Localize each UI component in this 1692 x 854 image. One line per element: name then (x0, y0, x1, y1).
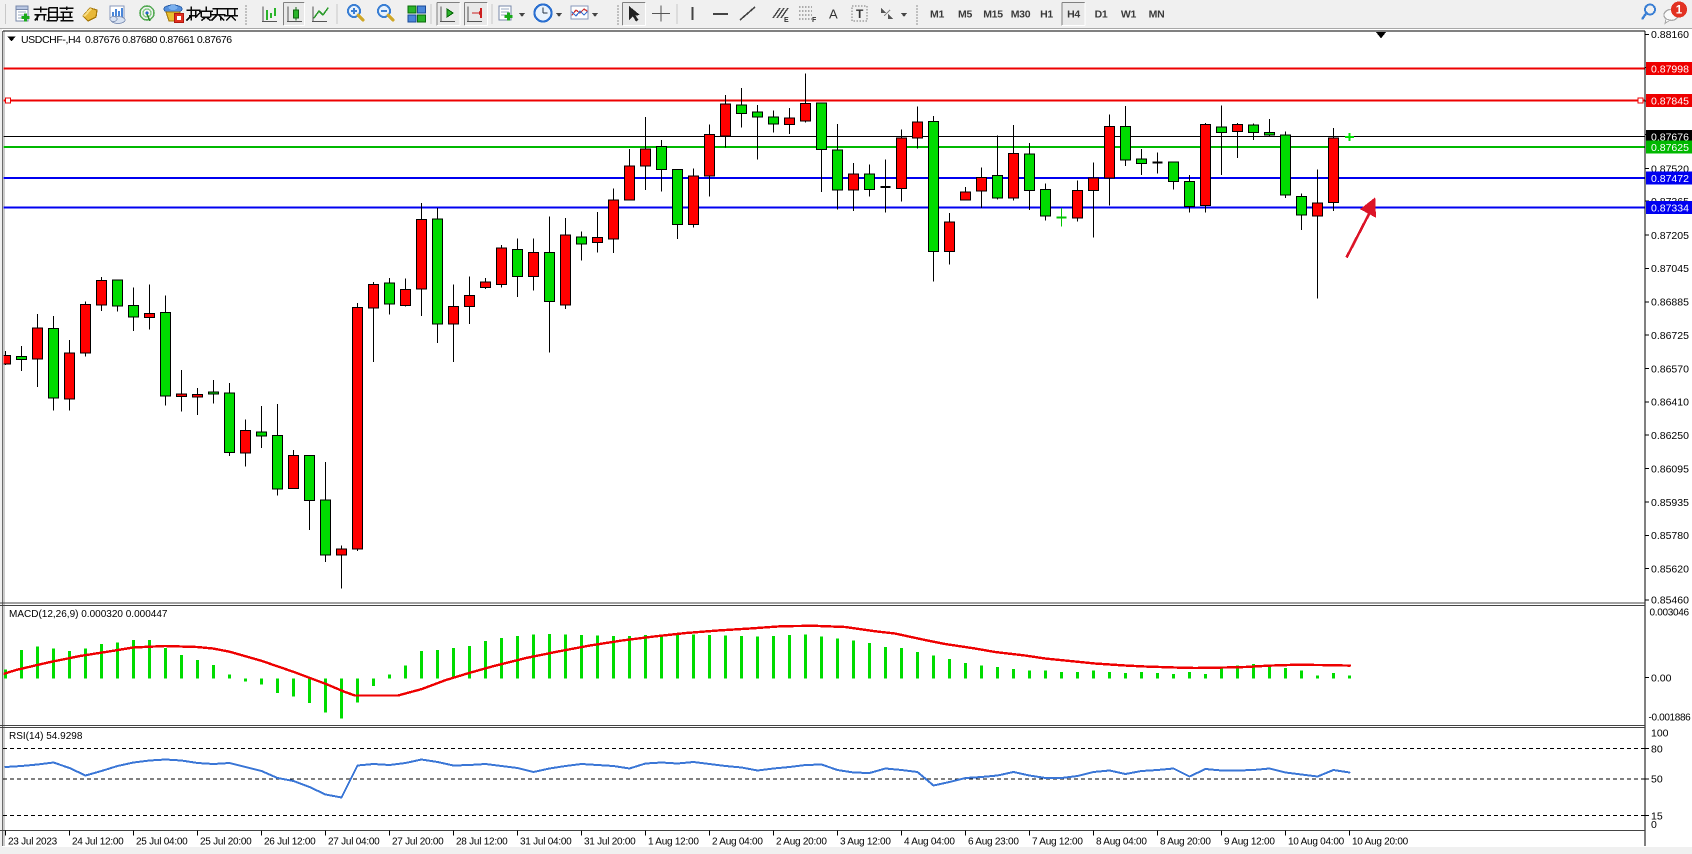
svg-text:M15: M15 (983, 9, 1003, 21)
svg-text:100: 100 (1651, 728, 1669, 740)
svg-text:T: T (856, 7, 864, 21)
svg-text:0.87625: 0.87625 (1651, 142, 1689, 154)
svg-text:31 Jul 20:00: 31 Jul 20:00 (584, 837, 636, 848)
svg-text:H1: H1 (1040, 9, 1053, 21)
svg-text:MACD(12,26,9) 0.000320 0.00044: MACD(12,26,9) 0.000320 0.000447 (9, 609, 168, 620)
svg-text:E: E (784, 17, 789, 24)
svg-text:0.87676 0.87680 0.87661 0.8767: 0.87676 0.87680 0.87661 0.87676 (85, 34, 232, 46)
svg-text:0.86410: 0.86410 (1651, 397, 1689, 409)
svg-text:2 Aug 20:00: 2 Aug 20:00 (776, 837, 827, 848)
svg-text:0.86250: 0.86250 (1651, 430, 1689, 442)
svg-text:1: 1 (1676, 5, 1683, 17)
svg-text:-0.001886: -0.001886 (1649, 713, 1692, 724)
svg-text:0.85935: 0.85935 (1651, 497, 1689, 509)
svg-text:0.86095: 0.86095 (1651, 463, 1689, 475)
svg-text:0.86725: 0.86725 (1651, 330, 1689, 342)
svg-text:8 Aug 04:00: 8 Aug 04:00 (1096, 837, 1147, 848)
svg-text:M30: M30 (1011, 9, 1031, 21)
svg-text:27 Jul 20:00: 27 Jul 20:00 (392, 837, 444, 848)
svg-text:0.87472: 0.87472 (1651, 173, 1689, 185)
svg-text:0.87845: 0.87845 (1651, 95, 1689, 107)
svg-text:F: F (812, 17, 817, 24)
svg-text:7 Aug 12:00: 7 Aug 12:00 (1032, 837, 1083, 848)
svg-text:0: 0 (1651, 819, 1657, 831)
svg-text:6 Aug 23:00: 6 Aug 23:00 (968, 837, 1019, 848)
svg-text:0.00: 0.00 (1651, 673, 1672, 685)
svg-text:RSI(14) 54.9298: RSI(14) 54.9298 (9, 731, 83, 742)
svg-text:0.87205: 0.87205 (1651, 230, 1689, 242)
svg-text:10 Aug 04:00: 10 Aug 04:00 (1288, 837, 1345, 848)
svg-text:0.86885: 0.86885 (1651, 297, 1689, 309)
svg-text:27 Jul 04:00: 27 Jul 04:00 (328, 837, 380, 848)
svg-text:W1: W1 (1121, 9, 1137, 21)
svg-text:0.003046: 0.003046 (1650, 607, 1690, 618)
svg-text:80: 80 (1651, 743, 1663, 755)
svg-text:4 Aug 04:00: 4 Aug 04:00 (904, 837, 955, 848)
svg-text:10 Aug 20:00: 10 Aug 20:00 (1352, 837, 1409, 848)
svg-text:D1: D1 (1095, 9, 1108, 21)
svg-text:M1: M1 (930, 9, 944, 21)
svg-text:23 Jul 2023: 23 Jul 2023 (8, 837, 58, 848)
svg-text:28 Jul 12:00: 28 Jul 12:00 (456, 837, 508, 848)
svg-text:9 Aug 12:00: 9 Aug 12:00 (1224, 837, 1275, 848)
svg-text:24 Jul 12:00: 24 Jul 12:00 (72, 837, 124, 848)
svg-text:0.87998: 0.87998 (1651, 63, 1689, 75)
svg-text:A: A (829, 7, 838, 22)
svg-text:USDCHF-,H4: USDCHF-,H4 (21, 34, 81, 46)
svg-text:3 Aug 12:00: 3 Aug 12:00 (840, 837, 891, 848)
svg-text:26 Jul 12:00: 26 Jul 12:00 (264, 837, 316, 848)
svg-text:0.87045: 0.87045 (1651, 263, 1689, 275)
svg-text:0.87334: 0.87334 (1651, 202, 1689, 214)
svg-text:15: 15 (1651, 811, 1663, 823)
svg-text:25 Jul 04:00: 25 Jul 04:00 (136, 837, 188, 848)
svg-text:0.85620: 0.85620 (1651, 564, 1689, 576)
svg-text:M5: M5 (958, 9, 972, 21)
svg-text:8 Aug 20:00: 8 Aug 20:00 (1160, 837, 1211, 848)
svg-text:0.85460: 0.85460 (1651, 595, 1689, 607)
svg-text:0.85780: 0.85780 (1651, 530, 1689, 542)
svg-text:2 Aug 04:00: 2 Aug 04:00 (712, 837, 763, 848)
svg-text:0.87676: 0.87676 (1651, 131, 1689, 143)
svg-text:H4: H4 (1067, 9, 1080, 21)
svg-text:0.86570: 0.86570 (1651, 363, 1689, 375)
svg-text:0.88160: 0.88160 (1651, 29, 1689, 41)
svg-text:31 Jul 04:00: 31 Jul 04:00 (520, 837, 572, 848)
svg-text:50: 50 (1651, 774, 1663, 786)
svg-text:MN: MN (1149, 9, 1165, 21)
svg-text:25 Jul 20:00: 25 Jul 20:00 (200, 837, 252, 848)
svg-text:1 Aug 12:00: 1 Aug 12:00 (648, 837, 699, 848)
